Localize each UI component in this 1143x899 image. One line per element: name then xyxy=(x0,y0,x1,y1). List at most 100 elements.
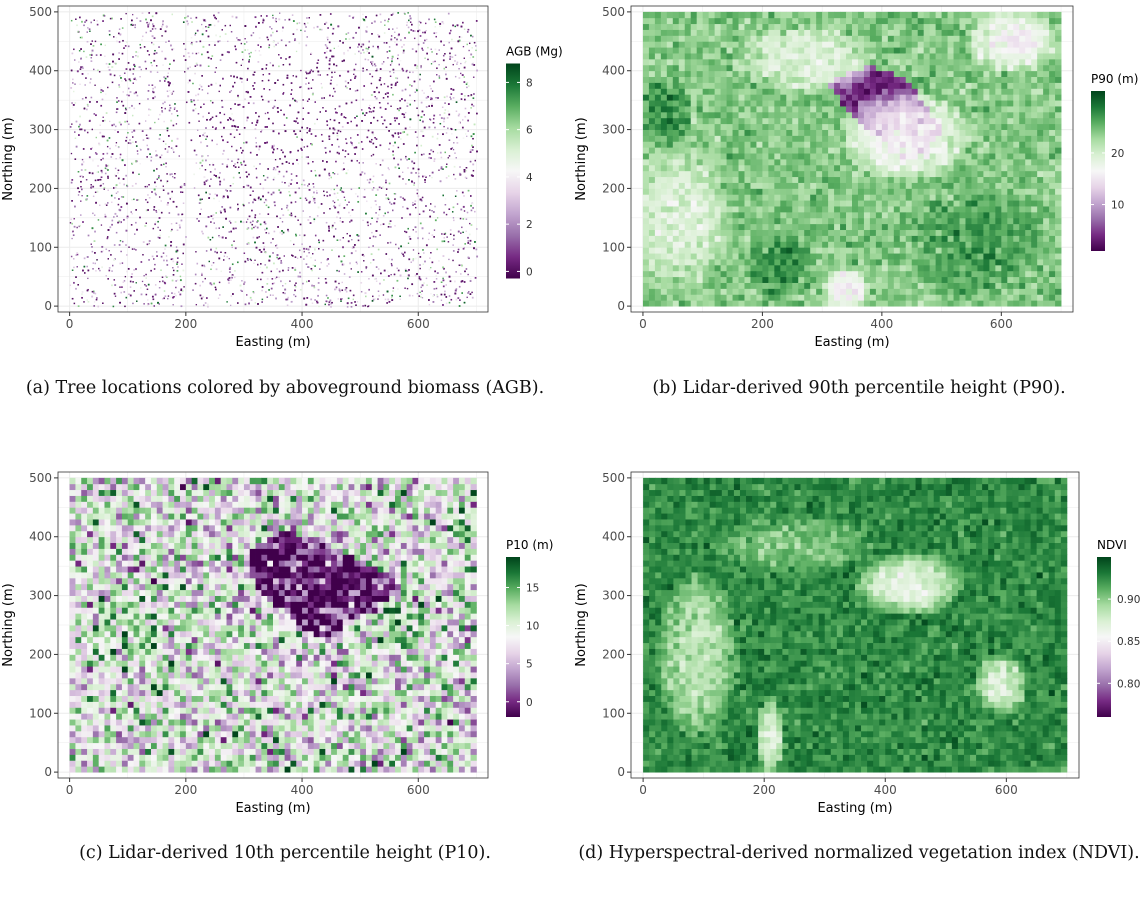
tree-point xyxy=(79,123,81,126)
tree-point xyxy=(236,302,239,304)
tree-point xyxy=(363,85,366,87)
tree-point xyxy=(425,106,428,108)
tree-point xyxy=(448,258,450,261)
tree-point xyxy=(286,204,289,207)
tree-point xyxy=(471,203,474,205)
tree-point xyxy=(296,22,299,25)
tree-point xyxy=(114,284,117,286)
tree-point xyxy=(357,46,359,48)
tree-point xyxy=(393,273,396,276)
tree-point xyxy=(282,175,285,178)
tree-point xyxy=(396,288,399,290)
tree-point xyxy=(294,100,297,102)
tree-point xyxy=(306,36,308,38)
tree-point xyxy=(167,72,169,74)
tree-point xyxy=(362,196,365,198)
tree-point xyxy=(235,149,238,152)
tree-point xyxy=(469,57,471,59)
tree-point xyxy=(165,165,167,168)
tree-point xyxy=(407,227,409,230)
tree-point xyxy=(205,30,208,32)
tree-point xyxy=(401,252,403,255)
tree-point xyxy=(308,130,311,132)
tree-point xyxy=(328,138,331,140)
tree-point xyxy=(437,97,439,99)
tree-point xyxy=(344,80,347,83)
tree-point xyxy=(176,270,179,272)
tree-point xyxy=(115,36,118,39)
tree-point xyxy=(313,218,316,221)
tree-point xyxy=(86,195,89,197)
tree-point xyxy=(268,46,270,49)
tree-point xyxy=(104,213,106,216)
tree-point xyxy=(160,164,163,166)
tree-point xyxy=(412,201,414,204)
tree-point xyxy=(472,133,475,135)
tree-point xyxy=(81,73,84,75)
tree-point xyxy=(287,267,290,269)
tree-point xyxy=(143,46,146,48)
tree-point xyxy=(135,141,137,143)
tree-point xyxy=(404,13,406,15)
tree-point xyxy=(419,35,422,37)
tree-point xyxy=(257,220,259,222)
tree-point xyxy=(95,114,97,117)
tree-point xyxy=(80,169,83,171)
tree-point xyxy=(303,183,306,186)
tree-point xyxy=(199,202,202,204)
tree-point xyxy=(171,190,173,193)
tree-point xyxy=(316,300,318,303)
tree-point xyxy=(370,155,373,157)
tree-point xyxy=(224,251,227,254)
tree-point xyxy=(104,167,107,169)
tree-point xyxy=(422,263,425,265)
tree-point xyxy=(386,51,388,53)
tree-point xyxy=(157,118,160,120)
tree-point xyxy=(176,279,179,281)
tree-point xyxy=(268,89,271,91)
tree-point xyxy=(370,63,373,65)
tree-point xyxy=(119,156,121,159)
tree-point xyxy=(84,21,86,23)
tree-point xyxy=(174,103,176,105)
tree-point xyxy=(258,145,261,148)
tree-point xyxy=(166,129,169,132)
tree-point xyxy=(396,57,399,60)
tree-point xyxy=(115,158,117,160)
tree-point xyxy=(230,230,232,233)
tree-point xyxy=(115,125,117,128)
tree-point xyxy=(342,149,344,152)
tree-point xyxy=(185,101,188,104)
tree-point xyxy=(135,209,137,211)
tree-point xyxy=(234,221,237,223)
tree-point xyxy=(93,68,95,71)
tree-point xyxy=(159,134,161,136)
tree-point xyxy=(250,51,252,54)
tree-point xyxy=(246,243,249,245)
tree-point xyxy=(418,24,420,26)
tree-point xyxy=(308,189,311,191)
tree-point xyxy=(343,59,345,62)
tree-point xyxy=(136,150,139,152)
tree-point xyxy=(382,122,384,125)
tree-point xyxy=(210,118,212,120)
tree-point xyxy=(421,290,423,292)
tree-point xyxy=(200,106,202,109)
tree-point xyxy=(333,128,336,131)
tree-point xyxy=(382,97,385,99)
tree-point xyxy=(130,211,132,213)
tree-point xyxy=(417,237,419,240)
tree-point xyxy=(104,203,107,205)
tree-point xyxy=(303,179,305,182)
tree-point xyxy=(71,102,73,104)
tree-point xyxy=(419,291,421,294)
tree-point xyxy=(372,245,374,247)
tree-point xyxy=(337,199,339,201)
tree-point xyxy=(450,148,452,150)
tree-point xyxy=(450,128,453,131)
tree-point xyxy=(219,35,221,38)
tree-point xyxy=(288,162,290,164)
tree-point xyxy=(265,64,268,66)
tree-point xyxy=(434,219,437,222)
tree-point xyxy=(418,275,421,278)
